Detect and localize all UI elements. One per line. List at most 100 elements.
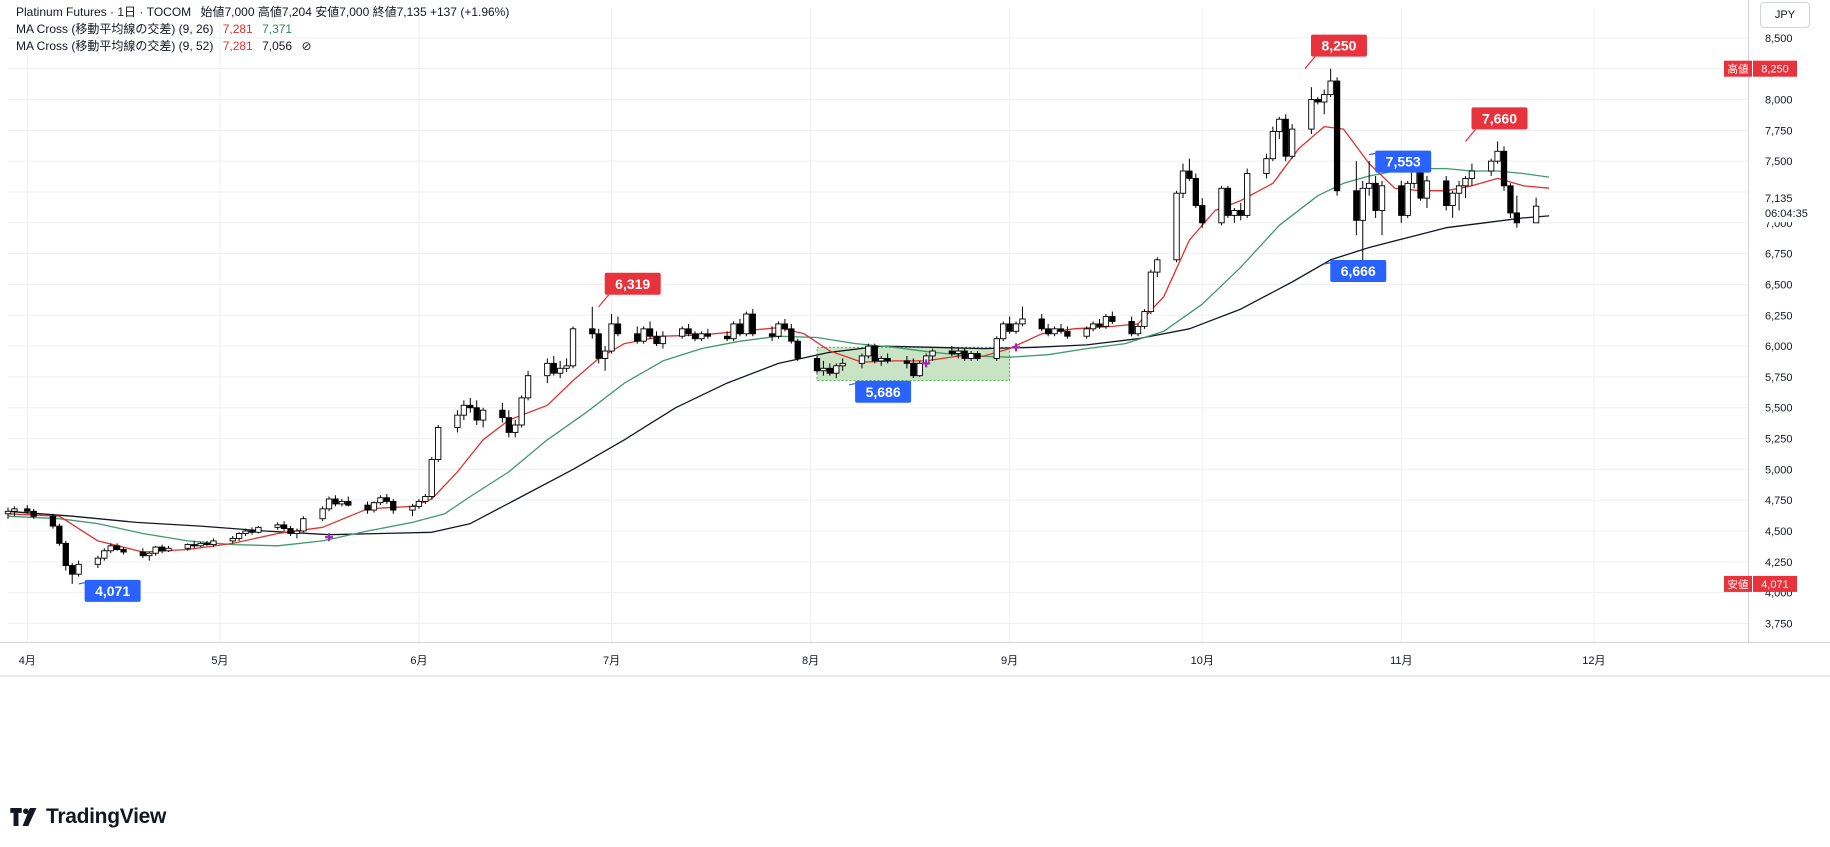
y-tick-label: 4,250 xyxy=(1765,557,1793,569)
candle-body xyxy=(1500,150,1508,187)
candle-body xyxy=(1102,316,1110,327)
candle-body xyxy=(524,375,532,399)
callout-box xyxy=(1310,34,1367,57)
candle-body xyxy=(884,357,891,362)
candle-body xyxy=(749,313,756,335)
candle-up xyxy=(229,535,236,544)
candle-down xyxy=(948,346,955,356)
candle-up xyxy=(698,331,705,342)
legend-ma2-row[interactable]: MA Cross (移動平均線の交差) (9, 52) 7,281 7,056 … xyxy=(16,38,515,55)
currency-button[interactable]: JPY xyxy=(1760,2,1810,28)
candle-body xyxy=(235,533,243,539)
candle-down xyxy=(813,355,821,374)
candle-body xyxy=(903,360,911,364)
candle-up xyxy=(1359,180,1366,264)
candle-body xyxy=(1468,170,1476,179)
candle-up xyxy=(1449,190,1456,218)
x-tick-label: 8月 xyxy=(802,655,819,667)
candle-down xyxy=(1372,175,1379,218)
candle-up xyxy=(775,321,782,339)
candle-body xyxy=(1064,330,1071,337)
candle-body xyxy=(1321,94,1328,103)
candle-body xyxy=(698,333,705,340)
candle-up xyxy=(338,498,346,507)
candle-up xyxy=(544,358,551,384)
candle-body xyxy=(1006,323,1013,332)
ma-mid-line xyxy=(7,167,1550,547)
candle-up xyxy=(4,507,12,519)
candle-up xyxy=(1288,124,1296,159)
candle-body xyxy=(197,542,204,547)
candle-down xyxy=(1109,311,1116,324)
candle-down xyxy=(961,348,968,361)
candle-body xyxy=(203,542,211,546)
candle-down xyxy=(1500,146,1508,191)
candle-up xyxy=(1423,175,1431,209)
candle-body xyxy=(634,333,641,342)
legend-symbol-row[interactable]: Platinum Futures · 1日 · TOCOM 始値7,000 高値… xyxy=(16,4,515,21)
y-tick-label: 8,000 xyxy=(1765,95,1793,107)
candle-down xyxy=(1224,185,1232,218)
candle-body xyxy=(1276,118,1283,133)
candle-body xyxy=(422,496,429,502)
y-tick-label: 5,000 xyxy=(1765,464,1793,476)
candle-down xyxy=(287,526,294,536)
candle-down xyxy=(1096,318,1103,329)
candle-body xyxy=(11,508,18,512)
candle-down xyxy=(884,353,891,364)
candle-body xyxy=(1218,187,1225,224)
candle-body xyxy=(139,551,146,557)
candle-body xyxy=(1333,80,1341,192)
candle-down xyxy=(910,358,917,379)
candle-body xyxy=(730,323,737,340)
callout-box xyxy=(1375,150,1432,173)
candle-up xyxy=(1218,185,1225,226)
candle-body xyxy=(646,328,654,337)
candle-body xyxy=(563,365,570,369)
candle-body xyxy=(1353,190,1360,221)
candle-up xyxy=(75,560,82,577)
axis-tag-label: 高値 xyxy=(1728,63,1750,76)
legend-ma1-row[interactable]: MA Cross (移動平均線の交差) (9, 26) 7,281 7,371 xyxy=(16,21,515,38)
candle-down xyxy=(1044,323,1052,337)
candle-body xyxy=(248,530,256,533)
candle-body xyxy=(961,350,968,359)
candle-body xyxy=(1134,325,1142,335)
candle-up xyxy=(1051,326,1058,337)
candle-body xyxy=(955,350,962,354)
low-price-callout: 6,666 xyxy=(1324,259,1387,282)
candle-body xyxy=(1096,323,1103,327)
candle-down xyxy=(550,355,557,376)
candle-body xyxy=(293,530,301,534)
callout-box xyxy=(84,579,141,602)
candle-up xyxy=(1179,163,1187,199)
candle-down xyxy=(794,338,801,361)
low-axis-tag: 安値 4,071 xyxy=(1724,575,1797,592)
candle-up xyxy=(1366,161,1373,196)
candle-up xyxy=(1154,257,1161,278)
tradingview-logo[interactable]: TradingView xyxy=(10,802,166,832)
candle-up xyxy=(1089,321,1097,332)
candle-up xyxy=(1147,269,1155,315)
legend-ma1-fast: 7,281 xyxy=(222,22,253,36)
candle-down xyxy=(24,505,31,514)
candle-up xyxy=(415,498,423,509)
candle-down xyxy=(1282,114,1289,162)
candle-down xyxy=(595,328,602,364)
candle-body xyxy=(794,340,801,359)
candle-up xyxy=(640,326,647,344)
candle-body xyxy=(550,362,557,374)
candle-body xyxy=(743,313,750,335)
candle-up xyxy=(858,353,866,369)
candle-up xyxy=(557,360,564,379)
hidden-eye-icon[interactable]: ⊘ xyxy=(301,39,312,53)
candle-body xyxy=(505,417,512,433)
tradingview-logo-text: TradingView xyxy=(46,805,167,828)
candle-up xyxy=(107,543,114,554)
candle-body xyxy=(948,350,955,354)
axis-tag-label-bg xyxy=(1724,60,1752,77)
candle-up xyxy=(319,506,326,522)
candle-body xyxy=(608,323,615,352)
